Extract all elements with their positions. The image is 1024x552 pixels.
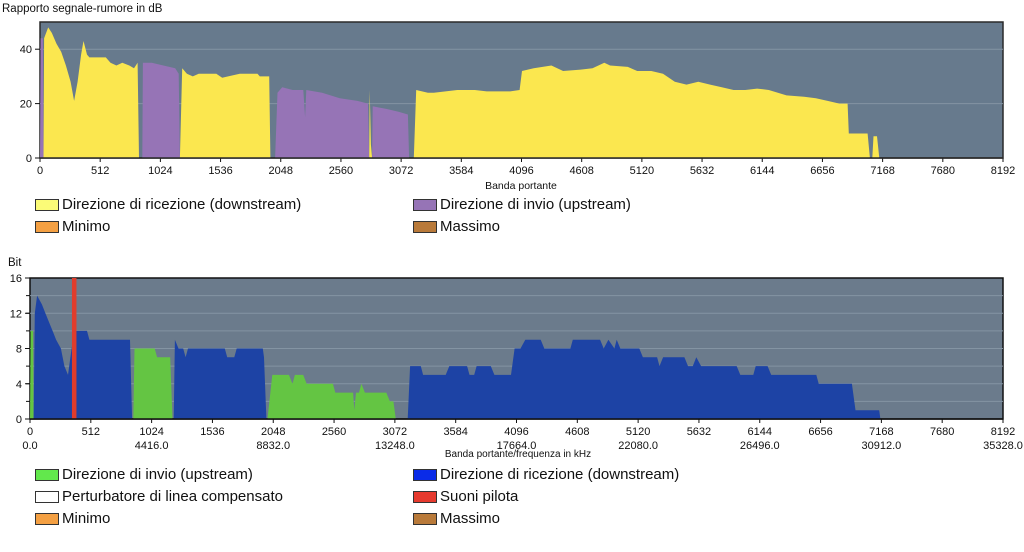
x-tick-label: 4096	[504, 426, 528, 438]
x-tick-label: 5632	[687, 426, 711, 438]
x-tick-label-khz: 26496.0	[740, 440, 780, 452]
x-tick-label: 6144	[748, 426, 772, 438]
x-tick-label: 1536	[208, 165, 232, 177]
legend-swatch	[35, 490, 59, 503]
x-tick-label: 2048	[261, 426, 285, 438]
x-tick-label: 1024	[148, 165, 172, 177]
legend-swatch	[35, 220, 59, 233]
legend-item: Direzione di ricezione (downstream)	[413, 466, 679, 483]
series-area	[30, 330, 396, 419]
series-area	[40, 38, 410, 158]
x-tick-label: 5120	[630, 165, 654, 177]
x-tick-label: 2560	[329, 165, 353, 177]
x-tick-label-khz: 17664.0	[497, 440, 537, 452]
legend-label: Direzione di ricezione (downstream)	[440, 466, 680, 483]
legend-item: Direzione di invio (upstream)	[35, 466, 253, 483]
x-tick-label: 3584	[443, 426, 467, 438]
x-tick-label-khz: 13248.0	[375, 440, 415, 452]
legend-swatch	[35, 468, 59, 481]
x-tick-label: 4608	[569, 165, 593, 177]
legend-item: Minimo	[35, 218, 110, 235]
legend-item: Minimo	[35, 510, 110, 527]
legend-label: Minimo	[62, 510, 111, 527]
legend-swatch	[413, 468, 437, 481]
x-tick-label: 1536	[200, 426, 224, 438]
y-tick-label: 16	[10, 273, 22, 285]
legend-label: Direzione di invio (upstream)	[62, 466, 253, 483]
x-tick-label: 3584	[449, 165, 473, 177]
y-tick-label: 20	[20, 99, 32, 111]
x-tick-label: 3072	[389, 165, 413, 177]
series-area	[43, 27, 880, 159]
x-tick-label: 4608	[565, 426, 589, 438]
snr-chart-title: Rapporto segnale-rumore in dB	[2, 3, 163, 15]
legend-item: Perturbatore di linea compensato	[35, 488, 283, 505]
legend-label: Direzione di invio (upstream)	[440, 196, 631, 213]
y-tick-label: 8	[16, 344, 22, 356]
y-tick-label: 0	[16, 414, 22, 426]
x-tick-label: 5120	[626, 426, 650, 438]
y-tick-label: 4	[16, 379, 22, 391]
x-tick-label: 0	[27, 426, 33, 438]
x-tick-label: 3072	[383, 426, 407, 438]
legend-item: Suoni pilota	[413, 488, 518, 505]
legend-label: Direzione di ricezione (downstream)	[62, 196, 302, 213]
x-tick-label: 4096	[509, 165, 533, 177]
x-tick-label: 6656	[808, 426, 832, 438]
y-tick-label: 0	[26, 153, 32, 165]
bits-x-axis-label: Banda portante/frequenza in kHz	[445, 449, 591, 460]
x-tick-label-khz: 0.0	[22, 440, 37, 452]
legend-item: Massimo	[413, 218, 500, 235]
y-tick-label: 40	[20, 44, 32, 56]
legend-label: Massimo	[440, 218, 501, 235]
x-tick-label: 6144	[750, 165, 774, 177]
x-tick-label: 512	[91, 165, 109, 177]
y-tick-label: 12	[10, 308, 22, 320]
legend-swatch	[413, 490, 437, 503]
legend-label: Suoni pilota	[440, 488, 519, 505]
x-tick-label-khz: 4416.0	[135, 440, 169, 452]
series-area	[33, 295, 881, 419]
snr-x-axis-label: Banda portante	[485, 180, 557, 192]
bits-chart-title: Bit	[8, 257, 22, 269]
legend-label: Perturbatore di linea compensato	[62, 488, 283, 505]
x-tick-label: 1024	[139, 426, 163, 438]
x-tick-label: 512	[82, 426, 100, 438]
x-tick-label: 8192	[991, 426, 1015, 438]
x-tick-label: 7680	[930, 426, 954, 438]
x-tick-label: 8192	[991, 165, 1015, 177]
legend-swatch	[35, 512, 59, 525]
x-tick-label-khz: 22080.0	[618, 440, 658, 452]
legend-item: Direzione di ricezione (downstream)	[35, 196, 301, 213]
legend-label: Minimo	[62, 218, 111, 235]
legend-swatch	[413, 198, 437, 211]
x-tick-label: 5632	[690, 165, 714, 177]
legend-label: Massimo	[440, 510, 501, 527]
x-tick-label: 7680	[931, 165, 955, 177]
x-tick-label: 6656	[810, 165, 834, 177]
legend-swatch	[413, 220, 437, 233]
pilot-tone-marker	[71, 278, 77, 419]
x-tick-label: 7168	[869, 426, 893, 438]
x-tick-label-khz: 30912.0	[861, 440, 901, 452]
x-tick-label: 2560	[322, 426, 346, 438]
x-tick-label: 0	[37, 165, 43, 177]
x-tick-label: 7168	[870, 165, 894, 177]
x-tick-label-khz: 35328.0	[983, 440, 1023, 452]
x-tick-label: 2048	[269, 165, 293, 177]
x-tick-label-khz: 8832.0	[256, 440, 290, 452]
legend-item: Massimo	[413, 510, 500, 527]
legend-item: Direzione di invio (upstream)	[413, 196, 631, 213]
legend-swatch	[413, 512, 437, 525]
legend-swatch	[35, 198, 59, 211]
